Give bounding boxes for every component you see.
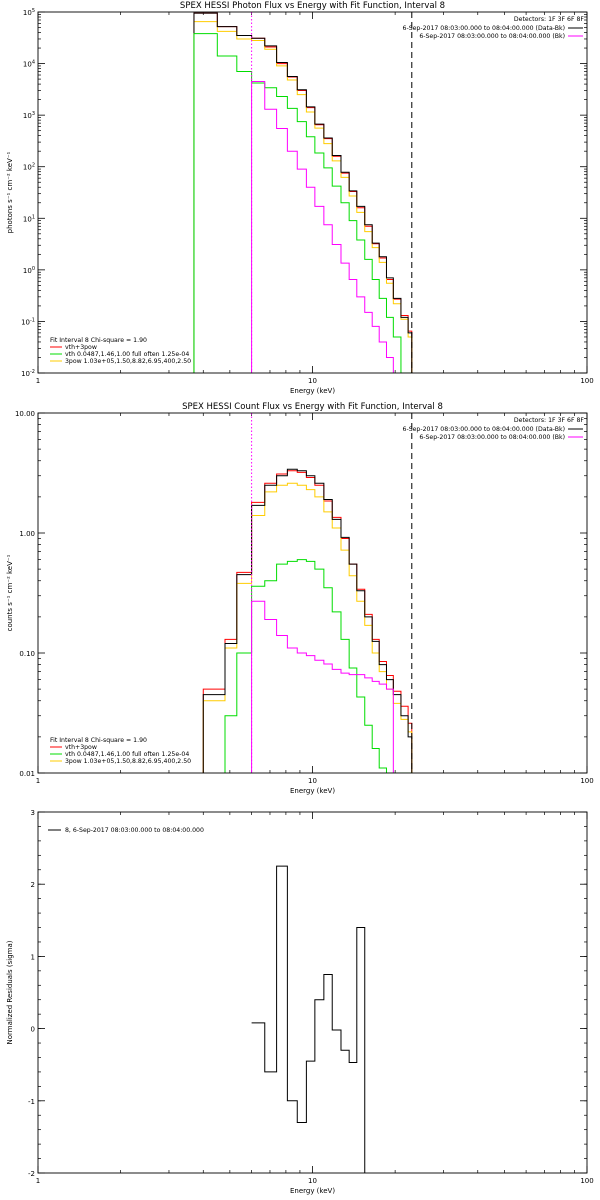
y-axis: 10-2 10-1 100 101 102 103 104 105 [21,8,587,378]
x-axis: 1 10 100 [36,812,594,1185]
fit-legend-label: vth 0.0487,1.46,1.00 full often 1.25e-04 [65,351,189,358]
y-tick-label: 0.10 [19,650,35,658]
series-data [193,12,413,373]
y-tick-label: 1.00 [19,530,35,538]
fit-legend-header: Fit Interval 8 Chi-square = 1.90 [50,737,147,744]
series-vth [193,33,413,373]
y-axis-label: Normalized Residuals (sigma) [6,940,14,1044]
plot-frame [37,11,588,374]
series-group [202,468,413,773]
x-tick-label: 1 [36,777,40,785]
y-tick-label: -2 [28,1170,35,1178]
fit-legend-label: 3pow 1.03e+05,1.50,8.82,6.95,400,2.50 [65,358,191,365]
y-tick-label: 0 [31,1026,35,1034]
series-residuals [251,865,366,1173]
y-axis: 0.01 0.10 1.00 10.00 [15,410,587,778]
series-total_fit [202,470,413,773]
x-tick-label: 10 [308,777,317,785]
y-tick-label: 3 [31,809,35,817]
legend-entry-label: 6-Sep-2017 08:03:00.000 to 08:04:00.000 … [419,434,565,441]
x-tick-label: 10 [308,377,317,385]
series-group [193,12,413,373]
y-tick-label: 1 [31,953,35,961]
series-group [251,865,366,1173]
y-tick-label: 10-2 [21,369,35,378]
x-tick-label: 1 [36,1177,40,1185]
x-axis-label: Energy (keV) [290,787,335,795]
y-tick-label: 10.00 [15,410,35,418]
x-tick-label: 1 [36,377,40,385]
legend-detectors: Detectors: 1F 3F 6F 8F [514,16,585,23]
series-vth [224,559,413,773]
chart-title: SPEX HESSI Count Flux vs Energy with Fit… [182,402,443,412]
legend-fit: Fit Interval 8 Chi-square = 1.90vth+3pow… [50,737,191,765]
legend-fit: Fit Interval 8 Chi-square = 1.90vth+3pow… [50,337,191,365]
fit-legend-label: 3pow 1.03e+05,1.50,8.82,6.95,400,2.50 [65,758,191,765]
legend-entry-label: 8, 6-Sep-2017 08:03:00.000 to 08:04:00.0… [65,827,204,834]
y-tick-label: 103 [23,111,35,120]
series-background [251,600,394,773]
y-tick-label: 0.01 [19,770,35,778]
y-tick-label: 101 [23,214,35,223]
chart-title: SPEX HESSI Photon Flux vs Energy with Fi… [180,1,445,11]
x-tick-label: 100 [580,377,593,385]
x-tick-label: 100 [580,1177,593,1185]
series-data [202,468,413,773]
legend-top-right: Detectors: 1F 3F 6F 8F 6-Sep-2017 08:03:0… [403,417,585,441]
x-axis: 1 10 100 [36,413,594,785]
series-background [251,80,394,373]
fit-legend-label: vth 0.0487,1.46,1.00 full often 1.25e-04 [65,751,189,758]
legend-top-left: 8, 6-Sep-2017 08:03:00.000 to 08:04:00.0… [48,827,204,834]
series-total_fit [193,12,413,373]
legend-detectors: Detectors: 1F 3F 6F 8F [514,417,585,424]
y-axis: -2 -1 0 1 2 3 [28,809,587,1178]
fit-legend-label: vth+3pow [65,344,97,351]
x-tick-label: 10 [308,1177,317,1185]
x-tick-label: 100 [580,777,593,785]
panel-3: 1 10 100 Energy (keV) -2 -1 0 1 2 3 Normalized Res… [6,809,594,1195]
legend-entry-label: 6-Sep-2017 08:03:00.000 to 08:04:00.000 … [403,25,565,32]
legend-entry-label: 6-Sep-2017 08:03:00.000 to 08:04:00.000 … [419,33,565,40]
y-tick-label: 105 [23,8,35,17]
panel-2: SPEX HESSI Count Flux vs Energy with Fit… [6,402,594,795]
plot-frame [37,811,588,1174]
y-tick-label: 100 [23,266,35,275]
legend-entry-label: 6-Sep-2017 08:03:00.000 to 08:04:00.000 … [403,426,565,433]
y-tick-label: 2 [31,881,35,889]
y-tick-label: -1 [28,1098,35,1106]
y-axis-label: counts s⁻¹ cm⁻² keV⁻¹ [6,554,14,631]
x-axis-label: Energy (keV) [290,387,335,395]
panel-1: SPEX HESSI Photon Flux vs Energy with Fi… [6,1,594,395]
legend-top-right: Detectors: 1F 3F 6F 8F 6-Sep-2017 08:03:0… [403,16,585,40]
series-pow [193,21,413,373]
y-tick-label: 102 [23,163,35,172]
fit-legend-label: vth+3pow [65,744,97,751]
x-axis-label: Energy (keV) [290,1187,335,1195]
fit-legend-header: Fit Interval 8 Chi-square = 1.90 [50,337,147,344]
plot-frame [37,412,588,774]
y-tick-label: 104 [23,60,35,69]
series-pow [202,482,413,773]
y-tick-label: 10-1 [21,317,35,326]
y-axis-label: photons s⁻¹ cm⁻² keV⁻¹ [6,151,14,233]
